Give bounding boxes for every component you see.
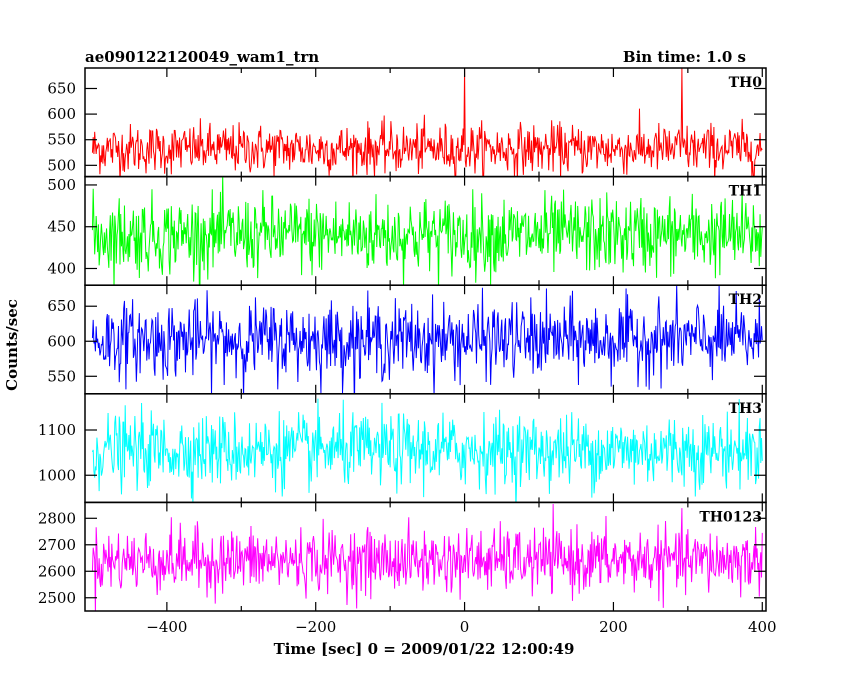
series-line-th1 [91, 176, 763, 286]
panel-label-th2: TH2 [729, 292, 762, 308]
panel-th0123: 2500 2600 2700 2800 TH0123 [38, 501, 767, 612]
panels-group: 500 550 600 650 TH0 400 450 500 TH1 550 600 650 TH2 1… [38, 67, 767, 612]
y-tick-label: 2500 [38, 589, 76, 607]
panel-th0: 500 550 600 650 TH0 [47, 67, 767, 178]
x-tick-label: 200 [599, 618, 628, 636]
bin-time-label: Bin time: 1.0 s [623, 48, 746, 66]
y-tick-label: 400 [47, 259, 76, 277]
y-tick-label: 550 [47, 131, 76, 149]
panel-label-th0: TH0 [729, 75, 763, 91]
y-tick-label: 650 [47, 297, 76, 315]
y-tick-label: 650 [47, 79, 76, 97]
y-tick-label: 500 [47, 176, 76, 194]
y-tick-label: 500 [47, 156, 76, 174]
y-tick-label: 450 [47, 218, 76, 236]
panel-th1: 400 450 500 TH1 [47, 175, 767, 286]
plot-title: ae090122120049_wam1_trn [85, 48, 319, 66]
panel-label-th0123: TH0123 [699, 509, 762, 525]
series-line-th2 [91, 285, 763, 394]
panel-label-th3: TH3 [729, 401, 762, 417]
y-tick-label: 2700 [38, 536, 76, 554]
y-tick-label: 550 [47, 367, 76, 385]
series-line-th0123 [91, 504, 763, 611]
x-tick-label: 0 [460, 618, 470, 636]
y-tick-label: 600 [47, 105, 76, 123]
x-axis: −400 −200 0 200 400 [146, 618, 776, 636]
panel-th2: 550 600 650 TH2 [47, 284, 767, 395]
x-tick-label: −400 [146, 618, 187, 636]
series-line-th3 [91, 398, 763, 503]
panel-frame [84, 501, 767, 612]
x-tick-label: 400 [748, 618, 777, 636]
y-tick-label: 1100 [38, 421, 76, 439]
series-line-th0 [91, 68, 763, 177]
panel-th3: 1000 1100 TH3 [38, 393, 767, 504]
y-tick-label: 1000 [38, 466, 76, 484]
y-tick-label: 2600 [38, 562, 76, 580]
y-tick-label: 2800 [38, 509, 76, 527]
panel-label-th1: TH1 [729, 184, 762, 200]
y-tick-label: 600 [47, 332, 76, 350]
panel-frame [84, 67, 767, 178]
y-axis-label: Counts/sec [3, 299, 21, 391]
x-axis-label: Time [sec] 0 = 2009/01/22 12:00:49 [274, 640, 575, 658]
x-tick-label: −200 [295, 618, 336, 636]
